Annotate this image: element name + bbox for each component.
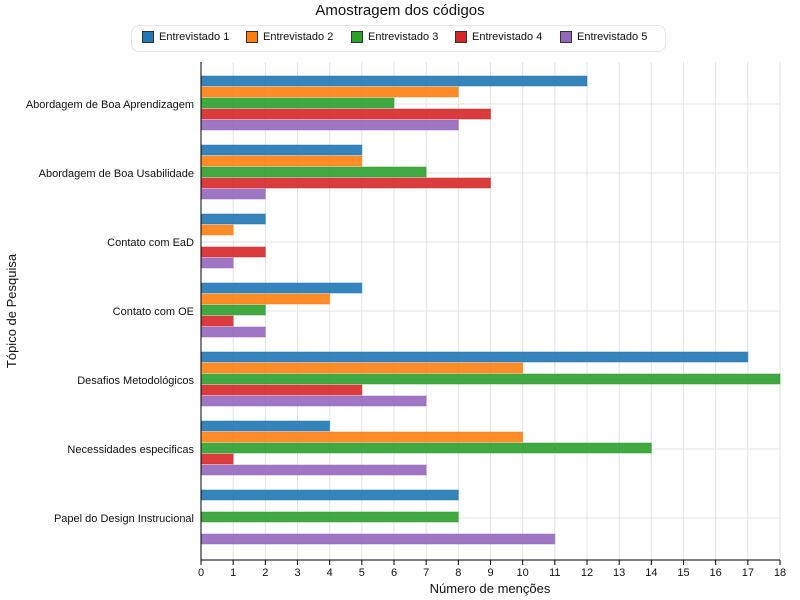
bar bbox=[200, 119, 459, 131]
bar bbox=[200, 326, 266, 338]
bar bbox=[200, 224, 234, 236]
x-tick-label: 17 bbox=[742, 567, 754, 579]
legend-label: Entrevistado 2 bbox=[263, 31, 334, 43]
x-tick-label: 7 bbox=[423, 567, 429, 579]
bar bbox=[200, 351, 749, 363]
legend-item[interactable]: Entrevistado 2 bbox=[246, 31, 333, 43]
x-axis-label: Número de menções bbox=[430, 581, 551, 596]
x-tick-label: 11 bbox=[549, 567, 560, 579]
bar bbox=[200, 453, 234, 465]
bar bbox=[200, 384, 363, 396]
bar bbox=[200, 489, 459, 501]
bar bbox=[200, 246, 266, 258]
bar bbox=[200, 155, 363, 167]
x-tick-label: 8 bbox=[455, 567, 461, 579]
bar bbox=[200, 188, 266, 200]
y-tick-label: Abordagem de Boa Aprendizagem bbox=[26, 99, 194, 111]
x-tick-label: 13 bbox=[613, 567, 625, 579]
x-tick-label: 5 bbox=[359, 567, 365, 579]
y-tick-label: Necessidades especificas bbox=[67, 444, 194, 456]
bar bbox=[200, 282, 363, 294]
legend-swatch bbox=[142, 31, 154, 43]
bar bbox=[200, 75, 588, 87]
legend-swatch bbox=[560, 31, 572, 43]
x-tick-label: 9 bbox=[487, 567, 493, 579]
legend-label: Entrevistado 3 bbox=[368, 31, 439, 43]
bar bbox=[200, 431, 524, 443]
x-tick-label: 1 bbox=[230, 567, 236, 579]
bar bbox=[200, 108, 491, 120]
legend-item[interactable]: Entrevistado 1 bbox=[142, 31, 229, 43]
bar bbox=[200, 213, 266, 225]
bar bbox=[200, 86, 459, 98]
legend-label: Entrevistado 5 bbox=[577, 31, 648, 43]
bar bbox=[200, 144, 363, 156]
legend: Entrevistado 1 Entrevistado 2 Entrevistado… bbox=[131, 25, 666, 52]
x-tick-label: 12 bbox=[581, 567, 593, 579]
bar bbox=[200, 362, 524, 374]
bar bbox=[200, 177, 491, 189]
y-tick-label: Abordagem de Boa Usabilidade bbox=[39, 168, 194, 180]
y-axis-label: Tópico de Pesquisa bbox=[4, 253, 19, 368]
bar bbox=[200, 464, 427, 476]
bar bbox=[200, 315, 234, 327]
legend-item[interactable]: Entrevistado 5 bbox=[560, 31, 647, 43]
bar bbox=[200, 304, 266, 316]
x-tick-label: 2 bbox=[262, 567, 268, 579]
bar bbox=[200, 293, 331, 305]
x-tick-label: 18 bbox=[774, 567, 786, 579]
x-tick-label: 15 bbox=[677, 567, 689, 579]
bar bbox=[200, 373, 781, 385]
legend-swatch bbox=[455, 31, 467, 43]
legend-swatch bbox=[351, 31, 363, 43]
y-tick-label: Contato com EaD bbox=[107, 237, 194, 249]
y-tick-label: Desafios Metodológicos bbox=[77, 375, 194, 387]
bar bbox=[200, 442, 652, 454]
x-tick-label: 6 bbox=[391, 567, 397, 579]
bar bbox=[200, 166, 427, 178]
legend-swatch bbox=[246, 31, 258, 43]
legend-item[interactable]: Entrevistado 4 bbox=[455, 31, 542, 43]
bar bbox=[200, 97, 395, 109]
x-tick-label: 14 bbox=[645, 567, 657, 579]
bar bbox=[200, 511, 459, 523]
legend-label: Entrevistado 1 bbox=[159, 31, 230, 43]
bar bbox=[200, 533, 556, 545]
y-tick-label: Contato com OE bbox=[113, 306, 194, 318]
x-tick-label: 4 bbox=[327, 567, 333, 579]
x-tick-label: 0 bbox=[198, 567, 204, 579]
bar bbox=[200, 257, 234, 269]
bar bbox=[200, 395, 427, 407]
bar bbox=[200, 420, 331, 432]
legend-item[interactable]: Entrevistado 3 bbox=[351, 31, 438, 43]
y-tick-label: Papel do Design Instrucional bbox=[54, 513, 194, 525]
x-tick-label: 16 bbox=[710, 567, 722, 579]
chart-title: Amostragem dos códigos bbox=[315, 2, 485, 19]
legend-label: Entrevistado 4 bbox=[472, 31, 543, 43]
x-tick-label: 10 bbox=[517, 567, 529, 579]
x-tick-label: 3 bbox=[294, 567, 300, 579]
